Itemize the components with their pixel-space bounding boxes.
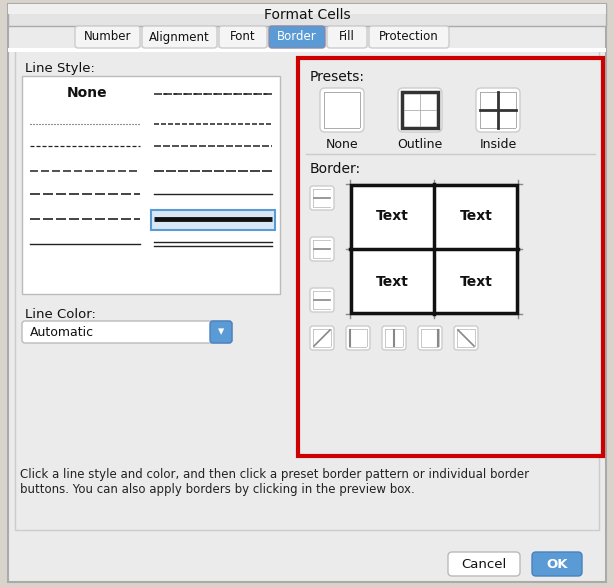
FancyBboxPatch shape xyxy=(310,326,334,350)
FancyBboxPatch shape xyxy=(22,321,232,343)
FancyBboxPatch shape xyxy=(382,326,406,350)
Bar xyxy=(8,4,606,26)
Text: Fill: Fill xyxy=(339,31,355,43)
FancyBboxPatch shape xyxy=(532,552,582,576)
FancyBboxPatch shape xyxy=(310,186,334,210)
FancyBboxPatch shape xyxy=(327,26,367,48)
Bar xyxy=(402,92,438,128)
FancyBboxPatch shape xyxy=(75,26,140,48)
Text: Text: Text xyxy=(459,210,492,224)
Text: Protection: Protection xyxy=(379,31,439,43)
Text: Text: Text xyxy=(459,275,492,288)
Bar xyxy=(8,4,606,14)
FancyBboxPatch shape xyxy=(454,326,478,350)
Text: Border: Border xyxy=(277,31,317,43)
Text: Alignment: Alignment xyxy=(149,31,210,43)
FancyBboxPatch shape xyxy=(210,321,232,343)
FancyBboxPatch shape xyxy=(476,88,520,132)
Text: Line Style:: Line Style: xyxy=(25,62,95,75)
Text: None: None xyxy=(325,138,359,151)
Bar xyxy=(350,184,518,314)
Text: Number: Number xyxy=(84,31,131,43)
Text: Cancel: Cancel xyxy=(461,558,507,571)
FancyBboxPatch shape xyxy=(219,26,267,48)
Text: OK: OK xyxy=(546,558,568,571)
Text: ▾: ▾ xyxy=(218,326,224,339)
FancyBboxPatch shape xyxy=(398,88,442,132)
FancyBboxPatch shape xyxy=(310,288,334,312)
Bar xyxy=(351,185,517,313)
Text: None: None xyxy=(67,86,107,100)
Text: Text: Text xyxy=(376,275,408,288)
FancyBboxPatch shape xyxy=(142,26,217,48)
FancyBboxPatch shape xyxy=(346,326,370,350)
FancyBboxPatch shape xyxy=(269,26,325,48)
Text: Format Cells: Format Cells xyxy=(263,8,351,22)
Text: Click a line style and color, and then click a preset border pattern or individu: Click a line style and color, and then c… xyxy=(20,468,529,496)
Bar xyxy=(151,210,275,230)
Text: Automatic: Automatic xyxy=(30,326,94,339)
Bar xyxy=(15,50,599,530)
Bar xyxy=(298,58,603,456)
Text: Font: Font xyxy=(230,31,256,43)
Text: Line Color:: Line Color: xyxy=(25,308,96,321)
FancyBboxPatch shape xyxy=(418,326,442,350)
Text: Border:: Border: xyxy=(310,162,361,176)
Bar xyxy=(22,76,280,294)
Text: Text: Text xyxy=(376,210,408,224)
FancyBboxPatch shape xyxy=(320,88,364,132)
FancyBboxPatch shape xyxy=(448,552,520,576)
FancyBboxPatch shape xyxy=(369,26,449,48)
Text: Inside: Inside xyxy=(480,138,516,151)
Text: Outline: Outline xyxy=(397,138,443,151)
Bar xyxy=(8,48,606,52)
FancyBboxPatch shape xyxy=(310,237,334,261)
Text: Presets:: Presets: xyxy=(310,70,365,84)
